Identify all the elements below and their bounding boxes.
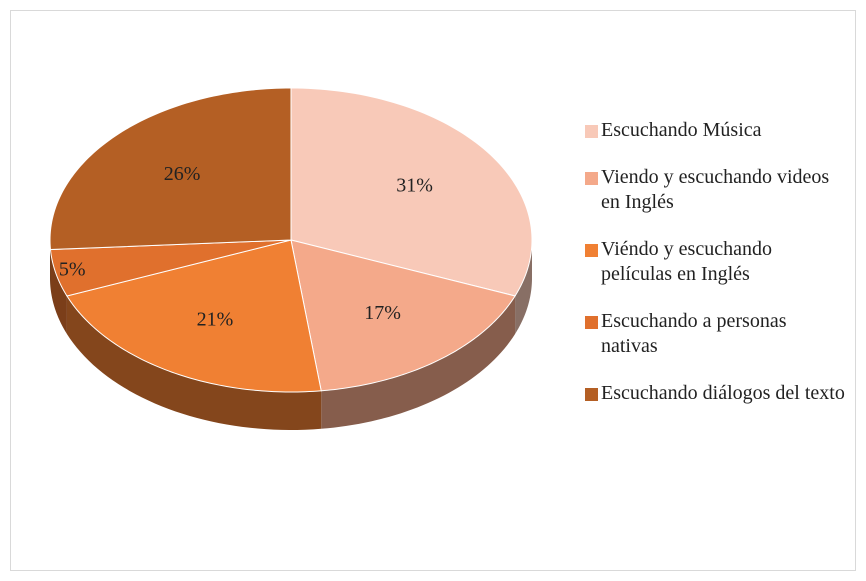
pie-side: [515, 240, 532, 334]
legend-item: Viendo y escuchando videos en Inglés: [585, 165, 847, 215]
legend-label: Escuchando Música: [601, 119, 762, 141]
data-label: 21%: [197, 309, 234, 331]
legend-label: Viendo y escuchando videos en Inglés: [601, 166, 830, 213]
pie-slice: [66, 239, 322, 393]
legend-item: Escuchando a personas nativas: [585, 309, 847, 359]
legend-swatch: [585, 125, 598, 138]
pie-side: [321, 295, 516, 429]
legend-label: Viéndo y escuchando películas en Inglés: [601, 238, 772, 285]
pie-slice: [49, 87, 292, 251]
pie-slice: [290, 239, 516, 392]
legend-item: Escuchando Música: [585, 118, 847, 143]
data-label: 5%: [59, 258, 86, 280]
legend-swatch: [585, 244, 598, 257]
legend: Escuchando Música Viendo y escuchando vid…: [585, 118, 847, 428]
data-label: 31%: [396, 175, 433, 197]
data-label: 17%: [364, 302, 401, 324]
legend-swatch: [585, 316, 598, 329]
pie-slice: [49, 239, 292, 297]
legend-label: Escuchando diálogos del texto: [601, 382, 845, 404]
legend-item: Escuchando diálogos del texto: [585, 381, 847, 406]
legend-label: Escuchando a personas nativas: [601, 310, 787, 357]
pie-side: [66, 295, 322, 430]
legend-item: Viéndo y escuchando películas en Inglés: [585, 237, 847, 287]
legend-swatch: [585, 388, 598, 401]
pie-slice: [290, 87, 533, 297]
data-label: 26%: [164, 163, 201, 185]
legend-swatch: [585, 172, 598, 185]
